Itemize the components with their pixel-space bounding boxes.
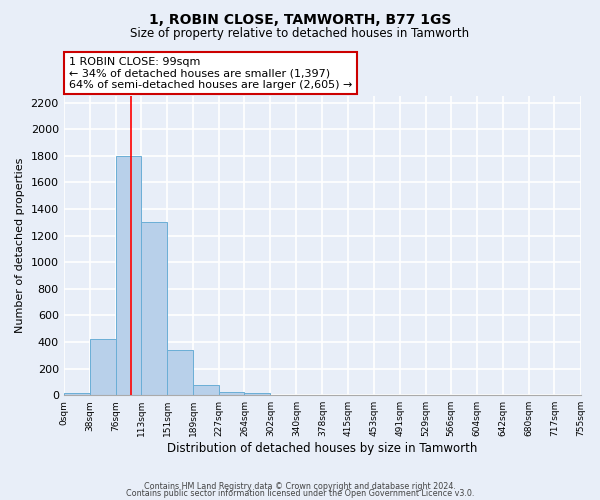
Y-axis label: Number of detached properties: Number of detached properties <box>15 158 25 333</box>
Text: 1, ROBIN CLOSE, TAMWORTH, B77 1GS: 1, ROBIN CLOSE, TAMWORTH, B77 1GS <box>149 12 451 26</box>
Bar <box>219 392 244 395</box>
Bar <box>193 384 219 395</box>
Text: 1 ROBIN CLOSE: 99sqm
← 34% of detached houses are smaller (1,397)
64% of semi-de: 1 ROBIN CLOSE: 99sqm ← 34% of detached h… <box>69 56 352 90</box>
Bar <box>116 156 141 395</box>
Bar <box>141 222 167 395</box>
Text: Contains HM Land Registry data © Crown copyright and database right 2024.: Contains HM Land Registry data © Crown c… <box>144 482 456 491</box>
Text: Size of property relative to detached houses in Tamworth: Size of property relative to detached ho… <box>130 28 470 40</box>
Bar <box>64 393 89 395</box>
Text: Contains public sector information licensed under the Open Government Licence v3: Contains public sector information licen… <box>126 490 474 498</box>
X-axis label: Distribution of detached houses by size in Tamworth: Distribution of detached houses by size … <box>167 442 477 455</box>
Bar <box>167 350 193 395</box>
Bar <box>89 340 116 395</box>
Bar <box>244 392 271 395</box>
